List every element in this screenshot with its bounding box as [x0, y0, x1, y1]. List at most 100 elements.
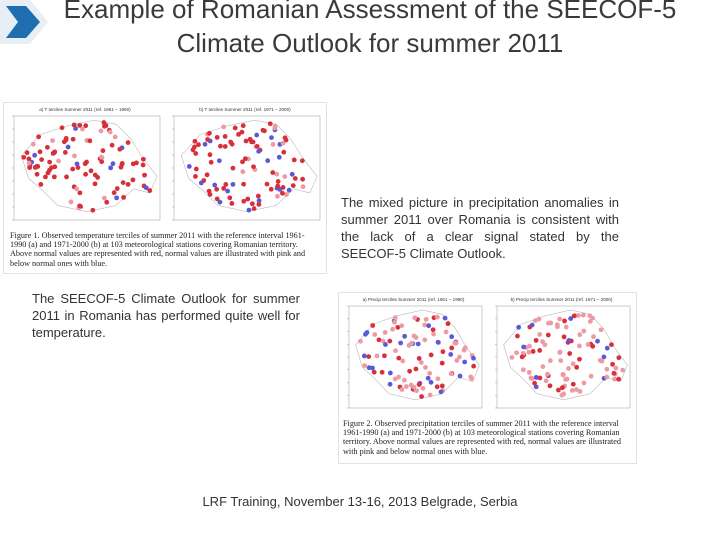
station-dot — [601, 354, 607, 360]
station-dot — [540, 364, 546, 369]
station-dot — [92, 181, 98, 187]
station-dot — [370, 323, 376, 328]
station-dot — [282, 174, 288, 180]
station-dot — [570, 361, 576, 367]
station-dot — [526, 349, 532, 355]
station-dot — [403, 384, 409, 389]
station-dot — [70, 166, 76, 172]
paragraph: The SEECOF-5 Climate Outlook for summer … — [32, 291, 300, 340]
station-dot — [227, 195, 233, 201]
station-dot — [242, 156, 248, 162]
station-dot — [269, 135, 274, 141]
station-dot — [557, 350, 563, 355]
station-dot — [566, 338, 572, 343]
station-dot — [514, 350, 519, 356]
station-dot — [398, 340, 404, 346]
station-dot — [611, 370, 617, 376]
station-dot — [401, 377, 407, 383]
station-dot — [300, 176, 306, 182]
station-dot — [469, 376, 475, 381]
station-dot — [289, 171, 295, 177]
station-dot — [537, 332, 543, 337]
station-dot — [202, 141, 208, 147]
station-dot — [239, 129, 245, 135]
station-dot — [545, 371, 550, 377]
station-dot — [240, 123, 246, 129]
station-dot — [299, 158, 305, 164]
station-dot — [516, 324, 522, 330]
station-dot — [521, 344, 527, 350]
station-dot — [267, 121, 273, 127]
station-dot — [230, 181, 236, 187]
station-dot — [440, 349, 446, 355]
station-dot — [598, 327, 604, 333]
station-dot — [198, 180, 204, 186]
station-dot — [212, 182, 218, 188]
station-dot — [186, 164, 192, 169]
station-dot — [556, 387, 561, 393]
station-dot — [270, 170, 276, 175]
station-dot — [449, 345, 455, 351]
station-dot — [411, 384, 417, 390]
station-dot — [83, 171, 89, 177]
station-dot — [561, 334, 567, 340]
station-dot — [74, 186, 80, 192]
station-dot — [75, 165, 81, 170]
station-dot — [604, 345, 610, 351]
figure-maps: a) T terciles Summer 2011 (ref. 1961 – 1… — [12, 107, 321, 221]
station-dot — [585, 342, 591, 347]
station-dot — [99, 154, 104, 160]
station-dot — [383, 342, 388, 347]
station-dot — [420, 385, 426, 391]
station-dot — [457, 373, 463, 379]
station-dot — [527, 343, 532, 349]
station-dot — [265, 158, 271, 164]
station-dot — [27, 165, 33, 171]
station-dot — [114, 195, 120, 201]
station-dot — [275, 179, 281, 184]
station-dot — [214, 134, 220, 140]
station-dot — [431, 331, 437, 337]
station-dot — [561, 391, 567, 397]
station-dot — [21, 154, 27, 160]
station-dot — [140, 162, 146, 168]
station-dot — [387, 381, 393, 387]
station-dot — [250, 139, 256, 145]
station-dot — [103, 123, 109, 128]
station-dot — [376, 337, 382, 343]
country-outline — [180, 119, 318, 212]
station-dot — [425, 375, 431, 381]
country-outline — [355, 309, 480, 401]
station-dot — [100, 148, 106, 154]
station-dot — [406, 343, 412, 348]
station-dot — [251, 164, 256, 170]
figure-2: a) Precip terciles Summer 2011 (ref. 196… — [338, 292, 637, 464]
station-dot — [256, 198, 262, 204]
station-dot — [207, 130, 212, 136]
station-dot — [395, 324, 401, 330]
station-dot — [416, 382, 422, 387]
station-dot — [214, 186, 220, 192]
station-dot — [130, 161, 136, 167]
station-dot — [435, 376, 441, 382]
station-dot — [280, 190, 285, 196]
station-dot — [281, 149, 287, 155]
panel-title: a) T terciles Summer 2011 (ref. 1961 – 1… — [39, 107, 131, 112]
station-dot — [577, 332, 583, 338]
station-dot — [26, 160, 32, 166]
station-dot — [533, 384, 539, 390]
station-dot — [229, 201, 235, 206]
station-dot — [241, 198, 247, 204]
station-dot — [423, 316, 429, 322]
station-dot — [286, 187, 292, 193]
station-dot — [462, 345, 468, 351]
panel-title: b) T terciles Summer 2011 (ref. 1971 – 2… — [199, 107, 291, 112]
station-dot — [88, 168, 94, 174]
station-dot — [114, 186, 120, 191]
station-dot — [196, 142, 201, 148]
station-dot — [414, 388, 419, 394]
station-dot — [292, 176, 298, 181]
station-dot — [140, 156, 146, 162]
station-dot — [371, 369, 377, 375]
station-dot — [254, 143, 260, 149]
